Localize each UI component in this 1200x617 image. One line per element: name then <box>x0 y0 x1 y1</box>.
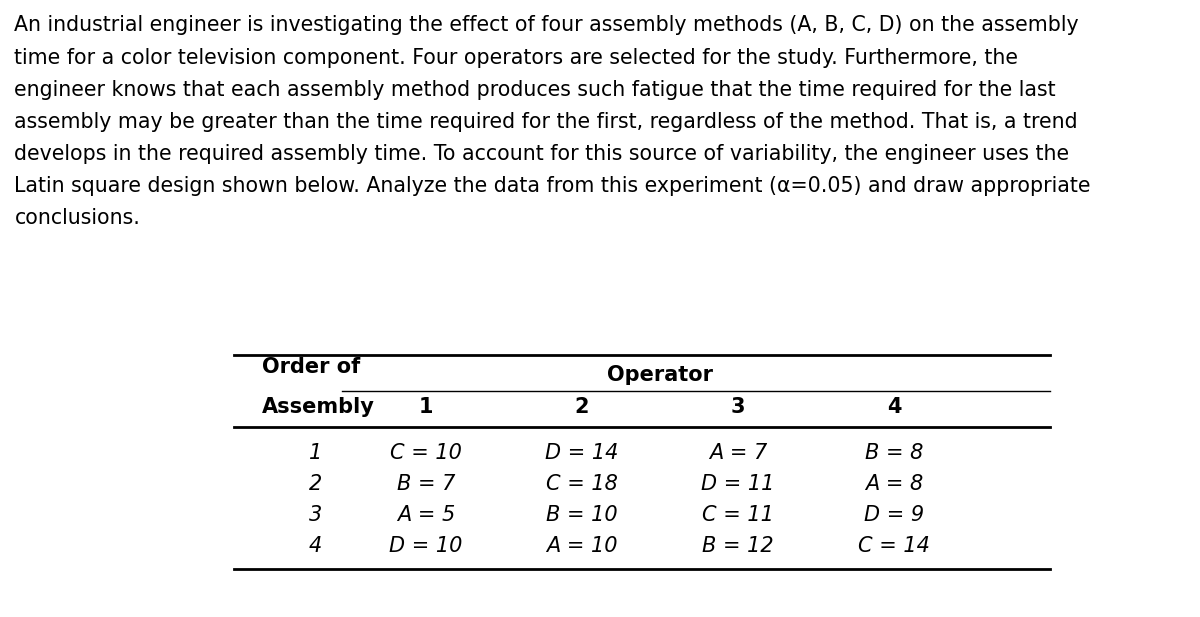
Text: An industrial engineer is investigating the effect of four assembly methods (A, : An industrial engineer is investigating … <box>14 15 1079 35</box>
Text: C = 14: C = 14 <box>858 536 930 556</box>
Text: D = 10: D = 10 <box>389 536 463 556</box>
Text: D = 14: D = 14 <box>545 444 619 463</box>
Text: B = 12: B = 12 <box>702 536 774 556</box>
Text: Latin square design shown below. Analyze the data from this experiment (α=0.05) : Latin square design shown below. Analyze… <box>14 176 1091 196</box>
Text: 2: 2 <box>575 397 589 417</box>
Text: 4: 4 <box>308 536 323 556</box>
Text: C = 18: C = 18 <box>546 474 618 494</box>
Text: A = 7: A = 7 <box>709 444 767 463</box>
Text: B = 8: B = 8 <box>865 444 923 463</box>
Text: Order of: Order of <box>262 357 360 377</box>
Text: assembly may be greater than the time required for the first, regardless of the : assembly may be greater than the time re… <box>14 112 1078 131</box>
Text: 3: 3 <box>731 397 745 417</box>
Text: 1: 1 <box>308 444 323 463</box>
Text: B = 10: B = 10 <box>546 505 618 525</box>
Text: conclusions.: conclusions. <box>14 208 140 228</box>
Text: 2: 2 <box>308 474 323 494</box>
Text: 4: 4 <box>887 397 901 417</box>
Text: C = 10: C = 10 <box>390 444 462 463</box>
Text: time for a color television component. Four operators are selected for the study: time for a color television component. F… <box>14 48 1019 67</box>
Text: C = 11: C = 11 <box>702 505 774 525</box>
Text: D = 9: D = 9 <box>864 505 924 525</box>
Text: 3: 3 <box>308 505 323 525</box>
Text: engineer knows that each assembly method produces such fatigue that the time req: engineer knows that each assembly method… <box>14 80 1056 99</box>
Text: D = 11: D = 11 <box>701 474 775 494</box>
Text: A = 10: A = 10 <box>546 536 618 556</box>
Text: develops in the required assembly time. To account for this source of variabilit: develops in the required assembly time. … <box>14 144 1069 164</box>
Text: A = 5: A = 5 <box>397 505 455 525</box>
Text: B = 7: B = 7 <box>397 474 455 494</box>
Text: A = 8: A = 8 <box>865 474 923 494</box>
Text: 1: 1 <box>419 397 433 417</box>
Text: Assembly: Assembly <box>262 397 374 417</box>
Text: Operator: Operator <box>607 365 713 384</box>
